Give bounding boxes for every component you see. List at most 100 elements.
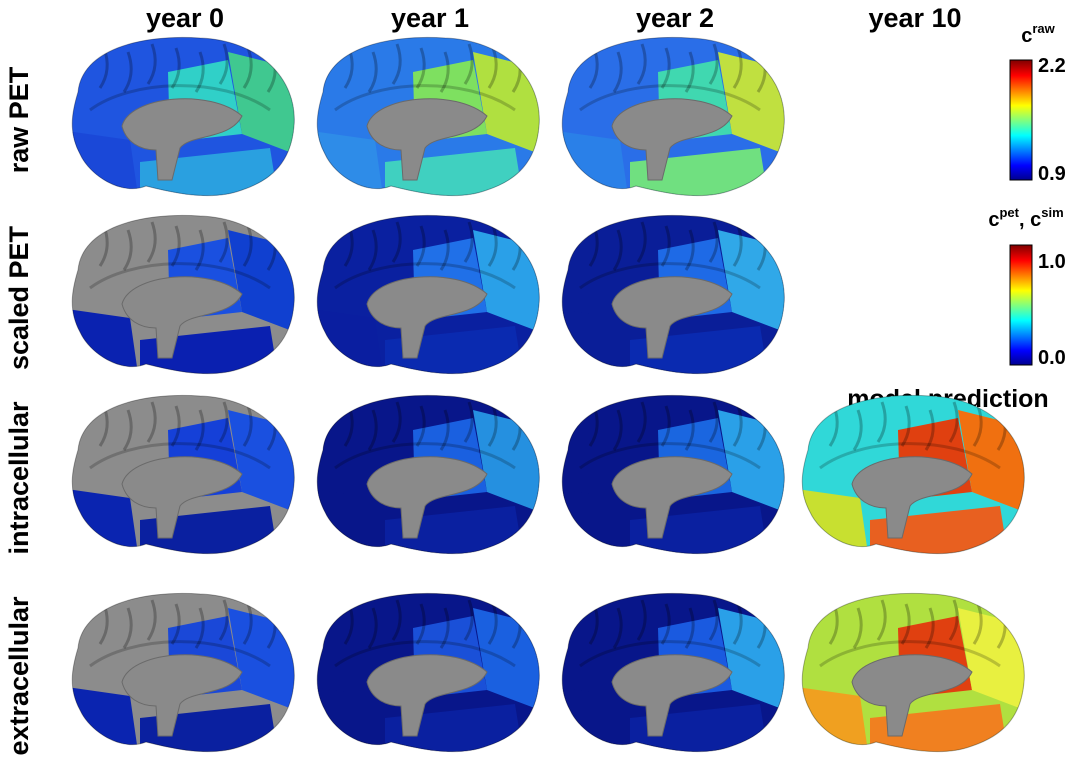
gyrus [334, 442, 516, 470]
gyrus [146, 221, 157, 263]
column-header: year 2 [636, 3, 714, 33]
gyrus [972, 603, 983, 645]
corpus-callosum [121, 98, 243, 181]
brain [71, 36, 295, 197]
gyrus [391, 221, 402, 263]
gyrus [732, 405, 743, 447]
gyrus [708, 221, 719, 263]
gyrus [972, 405, 983, 447]
gyrus [89, 442, 271, 470]
brain-outline [801, 592, 1025, 753]
brain-outline [561, 36, 785, 197]
gyrus [170, 405, 181, 447]
colorbar-max: 2.2 [1038, 55, 1066, 77]
gyrus [463, 221, 474, 263]
gyrus [819, 442, 1001, 470]
gyrus [732, 225, 743, 267]
gyrus [876, 599, 887, 641]
region [802, 488, 870, 554]
gyrus [612, 229, 623, 271]
corpus-callosum [121, 276, 243, 359]
brain-outline [71, 592, 295, 753]
gyrus [218, 599, 229, 641]
gyrus [170, 225, 181, 267]
gyrus [948, 599, 959, 641]
brain-outline [316, 592, 540, 753]
gyrus [660, 47, 671, 89]
row-label: scaled PET [4, 225, 34, 370]
gyrus [170, 47, 181, 89]
gyrus [487, 225, 498, 267]
gyrus [391, 401, 402, 443]
gyrus [876, 401, 887, 443]
gyrus [391, 43, 402, 85]
colorbar-title: cpet, csim [988, 205, 1063, 231]
region [562, 308, 630, 374]
gyrus [708, 43, 719, 85]
gyrus [708, 599, 719, 641]
region [562, 686, 630, 752]
gyrus [194, 229, 205, 271]
gyrus [242, 47, 253, 89]
gyrus [463, 43, 474, 85]
region [317, 686, 385, 752]
brain-outline [71, 394, 295, 555]
region [562, 130, 630, 196]
gyrus [89, 640, 271, 668]
gyrus [367, 607, 378, 649]
corpus-callosum [366, 276, 488, 359]
gyrus [852, 409, 863, 451]
gyrus [463, 401, 474, 443]
gyrus [660, 603, 671, 645]
gyrus [122, 51, 133, 93]
gyrus [579, 262, 761, 290]
gyrus [367, 409, 378, 451]
brain-outline [316, 394, 540, 555]
gyrus [852, 607, 863, 649]
brain [71, 394, 295, 555]
brain [801, 592, 1025, 753]
brain-outline [71, 36, 295, 197]
brain [561, 214, 785, 375]
corpus-callosum [611, 98, 733, 181]
gyrus [439, 409, 450, 451]
gyrus [122, 409, 133, 451]
gyrus [579, 84, 761, 112]
column-header: year 0 [146, 3, 224, 33]
gyrus [636, 599, 647, 641]
gyrus [146, 599, 157, 641]
brain [561, 36, 785, 197]
gyrus [122, 229, 133, 271]
brain-outline [561, 592, 785, 753]
corpus-callosum [366, 98, 488, 181]
gyrus [463, 599, 474, 641]
gyrus [194, 51, 205, 93]
corpus-callosum [366, 456, 488, 539]
column-header: year 10 [868, 3, 961, 33]
gyrus [334, 262, 516, 290]
corpus-callosum [611, 276, 733, 359]
brain-outline [561, 394, 785, 555]
corpus-callosum [366, 654, 488, 737]
gyrus [900, 603, 911, 645]
colorbar-max: 1.0 [1038, 251, 1066, 273]
gyrus [146, 401, 157, 443]
row-label: intracellular [4, 401, 34, 555]
brain [316, 394, 540, 555]
brain-outline [316, 36, 540, 197]
gyrus [684, 409, 695, 451]
corpus-callosum [121, 456, 243, 539]
gyrus [146, 43, 157, 85]
region [72, 488, 140, 554]
gyrus [218, 221, 229, 263]
gyrus [242, 225, 253, 267]
colorbar-min: 0.9 [1038, 163, 1066, 185]
gyrus [242, 405, 253, 447]
gyrus [218, 43, 229, 85]
gyrus [579, 442, 761, 470]
gyrus [612, 409, 623, 451]
brain [316, 592, 540, 753]
brain [316, 214, 540, 375]
gyrus [684, 607, 695, 649]
